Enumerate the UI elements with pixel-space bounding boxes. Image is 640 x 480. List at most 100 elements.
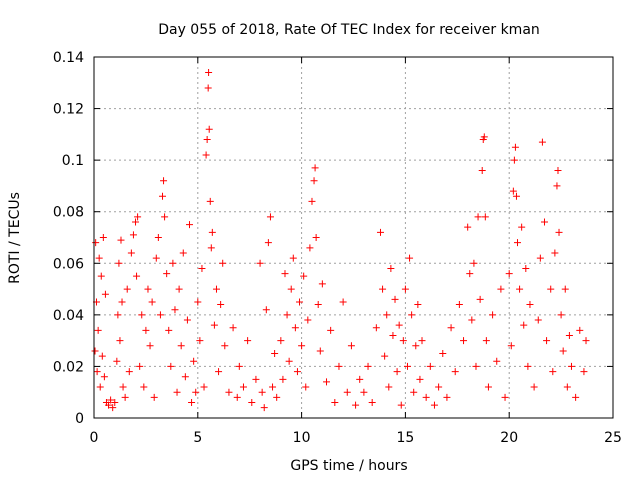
data-point (235, 362, 243, 370)
data-point (514, 239, 522, 247)
data-point (210, 321, 218, 329)
data-point (406, 254, 414, 262)
data-point (144, 285, 152, 293)
data-point (518, 223, 526, 231)
data-point (215, 368, 223, 376)
data-point (121, 393, 129, 401)
data-point (451, 368, 459, 376)
data-point (298, 342, 306, 350)
data-point (262, 306, 270, 314)
data-point (111, 399, 119, 407)
data-point (474, 213, 482, 221)
data-point (482, 337, 490, 345)
data-point (239, 383, 247, 391)
x-tick-label: 5 (193, 430, 202, 446)
data-point (156, 311, 164, 319)
data-point (206, 197, 214, 205)
data-point (171, 306, 179, 314)
y-axis-ticks: 0 0.02 0.04 0.06 0.08 0.1 0.12 0.14 (53, 50, 613, 427)
data-point (543, 337, 551, 345)
data-point (205, 68, 213, 76)
data-point (93, 368, 101, 376)
data-point (520, 321, 528, 329)
data-point (510, 156, 518, 164)
data-point (530, 383, 538, 391)
data-point (95, 254, 103, 262)
data-point (100, 373, 108, 381)
data-point (204, 84, 212, 92)
data-point (185, 221, 193, 229)
data-point (335, 362, 343, 370)
data-point (447, 324, 455, 332)
data-point (507, 342, 515, 350)
data-point (98, 352, 106, 360)
data-point (190, 357, 198, 365)
data-point (119, 383, 127, 391)
data-point (551, 249, 559, 257)
data-point (561, 285, 569, 293)
data-point (269, 383, 277, 391)
data-point (118, 298, 126, 306)
data-point (489, 311, 497, 319)
data-point (555, 228, 563, 236)
y-tick-label: 0.04 (53, 308, 84, 324)
data-point (202, 151, 210, 159)
data-point (99, 234, 107, 241)
data-point (219, 259, 227, 267)
data-point (563, 383, 571, 391)
data-point (559, 347, 567, 355)
data-point (225, 388, 233, 396)
data-point (192, 388, 200, 396)
data-point (472, 362, 480, 370)
data-point (233, 393, 241, 401)
x-tick-label: 25 (604, 430, 622, 446)
data-point (372, 324, 380, 332)
data-point (175, 285, 183, 293)
data-point (364, 362, 372, 370)
y-tick-label: 0.06 (53, 256, 84, 272)
data-point (287, 285, 295, 293)
data-point (524, 362, 532, 370)
data-point (161, 213, 169, 221)
data-point (96, 383, 104, 391)
data-point (136, 362, 144, 370)
data-point (576, 326, 584, 334)
data-point (152, 254, 160, 262)
data-point (300, 272, 308, 280)
data-point (314, 301, 322, 309)
data-point (306, 244, 314, 252)
data-point (125, 368, 133, 376)
data-point (179, 249, 187, 257)
data-point (148, 298, 156, 306)
chart-title: Day 055 of 2018, Rate Of TEC Index for r… (158, 22, 540, 38)
data-point (572, 393, 580, 401)
y-tick-label: 0.08 (53, 205, 84, 221)
data-point (540, 218, 548, 226)
data-point (256, 259, 264, 267)
data-point (443, 393, 451, 401)
x-tick-label: 0 (90, 430, 99, 446)
y-tick-label: 0.02 (53, 359, 84, 375)
data-point (403, 362, 411, 370)
y-tick-label: 0.1 (62, 153, 84, 169)
data-point (273, 393, 281, 401)
y-tick-label: 0.14 (53, 50, 84, 66)
data-point (115, 259, 123, 267)
data-point (91, 347, 99, 355)
data-point (408, 311, 416, 319)
data-point (511, 143, 519, 151)
data-point (395, 321, 403, 329)
data-point (557, 311, 565, 319)
data-point (312, 234, 320, 241)
data-point (327, 326, 335, 334)
data-point (526, 301, 534, 309)
data-point (183, 316, 191, 324)
data-point (389, 331, 397, 339)
data-point (512, 192, 520, 200)
data-point (258, 388, 266, 396)
data-point (134, 213, 142, 221)
data-point (169, 259, 177, 267)
data-point (277, 337, 285, 345)
data-point (291, 324, 299, 332)
data-point (279, 375, 287, 383)
